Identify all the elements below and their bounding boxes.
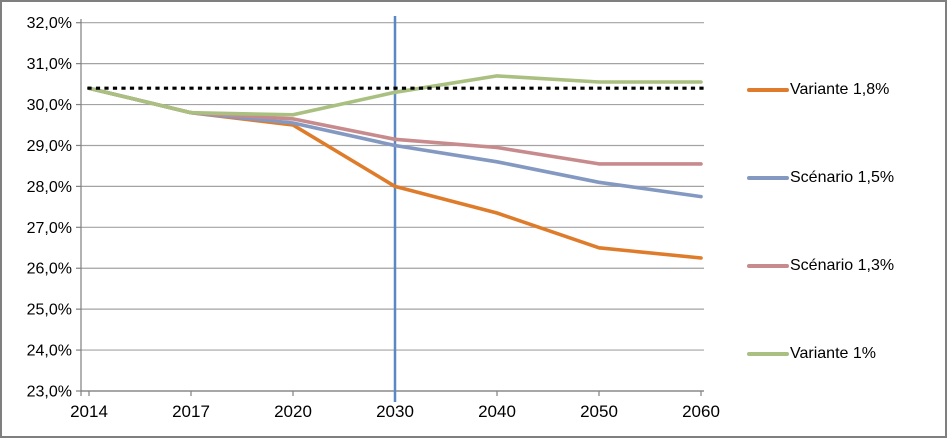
- legend-line-swatch: [747, 88, 789, 92]
- legend-item: Variante 1,8%: [747, 75, 942, 105]
- legend-label: Scénario 1,5%: [790, 169, 895, 186]
- x-axis-label: 2050: [580, 402, 618, 421]
- legend-label: Variante 1,8%: [790, 81, 890, 98]
- legend-item: Scénario 1,5%: [747, 163, 942, 193]
- y-axis-label: 30,0%: [27, 97, 72, 114]
- legend-line-swatch: [747, 352, 789, 356]
- axes: [80, 19, 704, 392]
- x-axis-label: 2020: [274, 402, 312, 421]
- x-axis-ticks: [80, 391, 702, 396]
- y-axis-label: 23,0%: [27, 384, 72, 401]
- y-axis-label: 28,0%: [27, 179, 72, 196]
- y-axis-label: 27,0%: [27, 220, 72, 237]
- y-axis-label: 29,0%: [27, 138, 72, 155]
- y-gridlines: [81, 22, 704, 392]
- series-lines: [87, 74, 703, 260]
- y-axis-label: 25,0%: [27, 302, 72, 319]
- y-axis-label: 24,0%: [27, 343, 72, 360]
- x-axis-label: 2014: [70, 402, 108, 421]
- legend-label: Variante 1%: [790, 345, 876, 362]
- y-axis-ticks: [76, 22, 81, 392]
- x-axis-label: 2030: [376, 402, 414, 421]
- chart-legend: Variante 1,8% Scénario 1,5% Scénario 1,3% V…: [747, 75, 942, 369]
- y-axis-label: 26,0%: [27, 261, 72, 278]
- legend-item: Scénario 1,3%: [747, 251, 942, 281]
- x-axis-labels: 2014 2017 2020 2030 2040 2050 2060: [70, 402, 720, 421]
- series-line-4: [87, 74, 703, 117]
- legend-item: Variante 1%: [747, 339, 942, 369]
- legend-label: Scénario 1,3%: [790, 257, 895, 274]
- y-axis-labels: 23,0% 24,0% 25,0% 26,0% 27,0% 28,0% 29,0% 30,0%…: [27, 15, 72, 400]
- y-axis-label: 32,0%: [27, 15, 72, 32]
- x-axis-label: 2040: [478, 402, 516, 421]
- x-axis-label: 2060: [682, 402, 720, 421]
- y-axis-label: 31,0%: [27, 56, 72, 73]
- legend-line-swatch: [747, 176, 789, 180]
- legend-line-swatch: [747, 264, 789, 268]
- x-axis-label: 2017: [172, 402, 210, 421]
